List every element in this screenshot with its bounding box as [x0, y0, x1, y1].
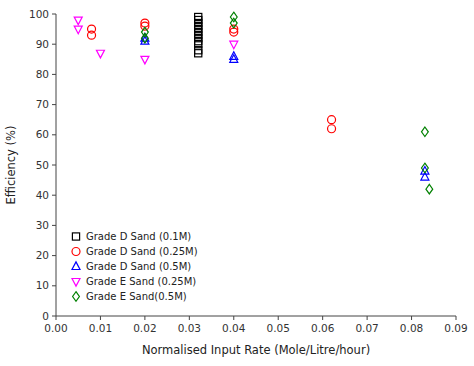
- x-tick-label: 0.06: [311, 322, 335, 334]
- legend-marker: [72, 248, 80, 256]
- point: [74, 26, 82, 34]
- series: [74, 17, 238, 64]
- y-tick: [52, 74, 56, 75]
- y-tick: [52, 165, 56, 166]
- point: [88, 31, 96, 39]
- y-tick-label: 70: [36, 98, 49, 110]
- point: [141, 33, 148, 43]
- series: [141, 34, 429, 181]
- x-tick-label: 0.02: [133, 322, 156, 334]
- x-tick-label: 0.08: [400, 322, 423, 334]
- point: [230, 18, 237, 28]
- point: [195, 50, 202, 57]
- point: [421, 127, 428, 137]
- y-tick-label: 60: [36, 128, 49, 140]
- legend-marker: [72, 262, 80, 270]
- y-tick-label: 0: [42, 310, 49, 322]
- legend-marker: [72, 279, 80, 287]
- y-tick: [52, 134, 56, 135]
- chart: 0.00 0.01 0.02 0.03 0.04 0.05 0.06 0.07 0.08 0.09…: [0, 0, 474, 366]
- point: [230, 55, 238, 63]
- series: [88, 19, 336, 133]
- y-tick-label: 10: [36, 279, 49, 291]
- point: [328, 125, 336, 133]
- legend-label: Grade E Sand(0.5M): [86, 291, 187, 302]
- point: [328, 116, 336, 124]
- x-tick-label: 0.03: [178, 322, 201, 334]
- y-tick-label: 80: [36, 68, 49, 80]
- legend: Grade D Sand (0.1M) Grade D Sand (0.25M) G…: [72, 231, 198, 302]
- y-tick-label: 40: [36, 189, 49, 201]
- point: [426, 184, 433, 194]
- x-tick: [322, 316, 323, 320]
- axes: 0.00 0.01 0.02 0.03 0.04 0.05 0.06 0.07 0.08 0.09…: [29, 8, 468, 335]
- y-tick: [52, 104, 56, 105]
- y-tick: [52, 285, 56, 286]
- x-tick: [367, 316, 368, 320]
- point: [230, 12, 237, 22]
- y-tick: [52, 195, 56, 196]
- x-axis-line: [56, 316, 456, 317]
- x-tick-label: 0.04: [222, 322, 246, 334]
- y-axis-label: Efficiency (%): [4, 126, 18, 205]
- point: [230, 28, 238, 36]
- legend-label: Grade E Sand (0.25M): [86, 276, 196, 287]
- legend-marker: [73, 292, 80, 302]
- legend-label: Grade D Sand (0.1M): [86, 231, 191, 242]
- series: [195, 13, 202, 56]
- point: [141, 27, 148, 37]
- y-tick-label: 50: [36, 159, 49, 171]
- x-axis-label: Normalised Input Rate (Mole/Litre/hour): [142, 343, 370, 357]
- plot-area: [74, 12, 433, 194]
- y-tick-label: 30: [36, 219, 49, 231]
- x-tick-label: 0.01: [89, 322, 112, 334]
- legend-label: Grade D Sand (0.5M): [86, 261, 191, 272]
- series: [141, 12, 432, 194]
- legend-label: Grade D Sand (0.25M): [86, 246, 198, 257]
- x-tick-label: 0.00: [44, 322, 67, 334]
- y-tick: [52, 255, 56, 256]
- x-tick: [411, 316, 412, 320]
- point: [230, 41, 238, 49]
- y-tick: [52, 44, 56, 45]
- y-tick: [52, 14, 56, 15]
- point: [141, 22, 149, 30]
- point: [74, 17, 82, 25]
- point: [96, 50, 104, 58]
- x-tick: [144, 316, 145, 320]
- x-tick: [278, 316, 279, 320]
- x-tick: [56, 316, 57, 320]
- point: [141, 56, 149, 64]
- y-tick-label: 100: [29, 8, 49, 20]
- y-tick-label: 20: [36, 249, 49, 261]
- x-tick-label: 0.09: [444, 322, 467, 334]
- x-tick-label: 0.07: [355, 322, 378, 334]
- x-tick: [100, 316, 101, 320]
- x-tick: [233, 316, 234, 320]
- legend-marker: [72, 233, 79, 240]
- y-tick-label: 90: [36, 38, 49, 50]
- y-tick: [52, 316, 56, 317]
- point: [421, 163, 428, 173]
- x-tick: [456, 316, 457, 320]
- x-tick: [189, 316, 190, 320]
- x-tick-label: 0.05: [267, 322, 290, 334]
- y-tick: [52, 225, 56, 226]
